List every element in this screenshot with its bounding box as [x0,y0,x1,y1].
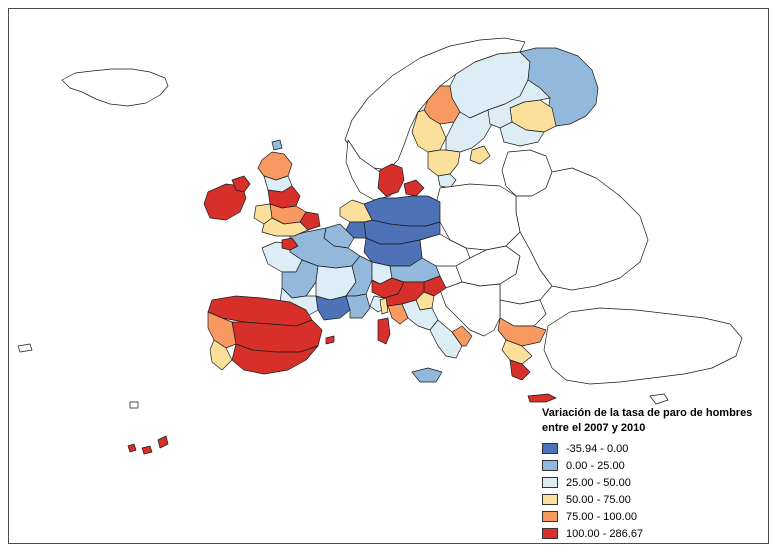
region-portugal-south [209,339,233,371]
region-crete [527,393,557,403]
region-england-south [261,217,309,237]
region-france-south-east [345,293,371,319]
legend-label-3: 50.00 - 75.00 [566,493,631,506]
region-netherlands [339,199,373,223]
legend-swatch-4 [542,511,558,522]
legend-swatch-5 [542,528,558,539]
region-italy-puglia [451,325,473,347]
region-sweden-skane [437,173,457,189]
legend-item: -35.94 - 0.00 [542,440,767,457]
region-italy-toscana [387,303,409,325]
legend-label-5: 100.00 - 286.67 [566,527,644,540]
region-spain-south [231,343,319,375]
region-sweden-stockholm [469,145,491,165]
region-sweden-east-light [445,109,493,153]
region-france-south [315,295,351,321]
region-iceland [61,68,169,107]
region-denmark-jutland [377,163,405,197]
legend-list: -35.94 - 0.00 0.00 - 25.00 25.00 - 50.00… [542,440,767,542]
region-portugal-north [207,311,237,349]
region-cyprus [649,393,669,405]
region-sweden-central-yellow [411,109,447,153]
region-canaries-2 [141,445,153,455]
region-greece-south [509,359,531,381]
region-madeira [129,401,139,409]
region-greece-north [497,317,547,347]
legend-swatch-1 [542,460,558,471]
region-orkney [271,139,283,151]
region-canaries-1 [127,443,137,453]
legend-item: 25.00 - 50.00 [542,474,767,491]
legend-label-1: 0.00 - 25.00 [566,459,625,472]
map-legend: Variación de la tasa de paro de hombres … [542,406,767,542]
region-sardinia [377,317,391,345]
region-finland-south-coast [499,121,545,147]
region-netherlands-south [345,221,367,239]
legend-swatch-3 [542,494,558,505]
region-scotland [257,151,293,181]
legend-title-line1: Variación de la tasa de paro de hombres [542,407,753,419]
region-corsica [379,297,389,315]
legend-title: Variación de la tasa de paro de hombres … [542,406,767,436]
region-sicily [411,367,443,383]
region-italy-south [429,319,463,359]
region-balearics [325,335,335,345]
legend-item: 100.00 - 286.67 [542,525,767,542]
legend-title-line2: entre el 2007 y 2010 [542,422,646,434]
region-sweden-south-yellow [427,149,461,177]
region-ireland [203,183,247,221]
region-denmark-zealand [403,179,425,197]
region-canaries-3 [157,435,169,449]
region-france-alsace-red [281,237,299,251]
region-azores [17,343,33,353]
region-balkans [439,281,501,337]
region-turkey [543,307,743,385]
legend-item: 50.00 - 75.00 [542,491,767,508]
legend-item: 75.00 - 100.00 [542,508,767,525]
region-northern-ireland [231,175,251,193]
legend-label-2: 25.00 - 50.00 [566,476,631,489]
legend-swatch-0 [542,443,558,454]
legend-swatch-2 [542,477,558,488]
legend-label-0: -35.94 - 0.00 [566,442,629,455]
legend-item: 0.00 - 25.00 [542,457,767,474]
legend-label-4: 75.00 - 100.00 [566,510,637,523]
